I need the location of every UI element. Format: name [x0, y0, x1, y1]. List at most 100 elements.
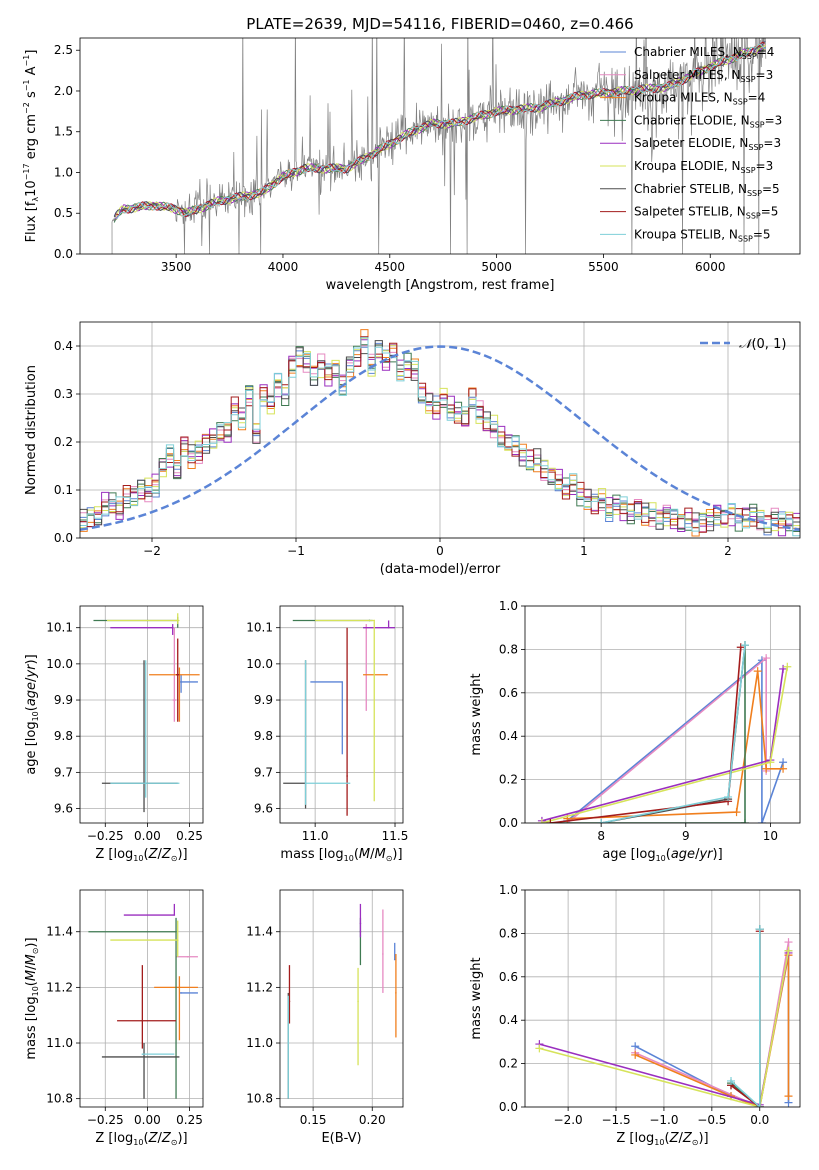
- y-tick-label: 10.8: [246, 1092, 273, 1106]
- errorbar-kroupa-stelib: [287, 995, 290, 1099]
- model-spectrum-salpeter-stelib: [115, 41, 766, 218]
- y-tick-label: 1.0: [499, 883, 518, 897]
- series-salpeter-stelib: [546, 643, 745, 823]
- legend-label: 𝒩(0, 1): [739, 337, 786, 352]
- legend-label: Chabrier MILES, NSSP=4: [634, 45, 774, 61]
- x-tick-label: −0.5: [697, 1113, 726, 1127]
- y-tick-label: 9.9: [254, 693, 273, 707]
- errorbar-kroupa-elodie: [357, 967, 359, 1066]
- data-point: [393, 958, 396, 961]
- axes-frame: [79, 37, 801, 255]
- errorbar-kroupa-stelib: [304, 660, 351, 805]
- series-line: [634, 954, 790, 1107]
- y-tick-label: 9.8: [54, 729, 73, 743]
- y-tick-label: 0.4: [499, 729, 518, 743]
- legend-label: Chabrier ELODIE, NSSP=3: [634, 113, 782, 129]
- x-tick-label: 0: [436, 544, 444, 558]
- x-tick-label: 0.25: [176, 1113, 203, 1127]
- y-tick-label: 1.0: [54, 165, 73, 179]
- y-tick-label: 0.4: [54, 339, 73, 353]
- x-tick-label: −1.5: [601, 1113, 630, 1127]
- plus-marker: [535, 1044, 544, 1053]
- x-tick-label: 4500: [375, 260, 406, 274]
- y-tick-label: 9.7: [254, 765, 273, 779]
- model-spectrum-salpeter-miles: [115, 42, 766, 218]
- y-tick-label: 11.0: [246, 1036, 273, 1050]
- model-spectrum-kroupa-stelib: [115, 43, 766, 220]
- x-tick-label: 0.00: [134, 1113, 161, 1127]
- errorbar-salpeter-miles: [365, 624, 368, 711]
- y-tick-label: 11.2: [46, 980, 73, 994]
- data-point: [180, 992, 182, 994]
- x-axis-label: Z [log10(Z/Z⊙)]: [95, 847, 187, 863]
- data-point: [176, 619, 179, 622]
- x-tick-label: −0.25: [87, 1113, 124, 1127]
- plot-area: [535, 925, 793, 1107]
- errorbar-kroupa-elodie: [315, 619, 376, 802]
- data-point: [288, 1000, 291, 1003]
- plot-area: [93, 613, 200, 813]
- y-tick-label: 0.6: [499, 970, 518, 984]
- x-tick-label: 1: [580, 544, 588, 558]
- x-tick-label: −1.0: [649, 1113, 678, 1127]
- data-point: [387, 626, 390, 629]
- data-point: [173, 699, 176, 701]
- plus-marker: [784, 938, 793, 947]
- errorbar-kroupa-elodie: [106, 613, 180, 625]
- data-point: [180, 681, 182, 683]
- x-axis-label: Z [log10(Z/Z⊙)]: [616, 1131, 708, 1147]
- y-tick-label: 0.8: [499, 642, 518, 656]
- errorbar-salpeter-stelib: [288, 965, 291, 1024]
- axes-frame: [524, 889, 801, 1108]
- errorbar-kroupa-stelib: [141, 1053, 175, 1055]
- plus-marker: [766, 758, 775, 767]
- x-tick-label: 8: [597, 829, 605, 843]
- data-point: [187, 955, 189, 958]
- series-line: [541, 666, 789, 823]
- normal-curve: [80, 345, 800, 531]
- y-tick-label: 0.2: [54, 435, 73, 449]
- x-tick-label: 6000: [695, 260, 726, 274]
- y-tick-label: 10.0: [46, 657, 73, 671]
- panel-spectrum: 3500 4000 4500 5000 5500 6000 0.0 0.5 1.0 1.5 2.0 2…: [22, 37, 801, 293]
- errorbar-salpeter-stelib: [176, 638, 180, 722]
- series-kroupa-miles: [563, 667, 788, 823]
- y-tick-label: 0.0: [499, 1100, 518, 1114]
- series-line: [730, 929, 761, 1107]
- x-axis-label: (data-model)/error: [380, 562, 501, 577]
- y-axis-label: mass weight: [469, 673, 484, 755]
- errorbar-chabrier-miles: [310, 681, 344, 755]
- errorbar-chabrier-miles: [179, 674, 198, 693]
- y-tick-label: 11.4: [246, 925, 273, 939]
- y-tick-label: 11.4: [46, 925, 73, 939]
- data-point: [171, 626, 174, 629]
- y-tick-label: 9.6: [254, 802, 273, 816]
- plus-marker: [724, 792, 733, 801]
- data-point: [173, 914, 176, 916]
- y-tick-label: 0.0: [499, 816, 518, 830]
- series-line: [566, 658, 784, 823]
- x-tick-label: 11.5: [382, 829, 409, 843]
- data-point: [143, 1056, 145, 1058]
- x-tick-label: 9: [682, 829, 690, 843]
- errorbar-chabrier-stelib: [283, 660, 307, 809]
- y-tick-label: 0.1: [54, 483, 73, 497]
- errorbar-salpeter-miles: [176, 955, 198, 958]
- plus-marker: [537, 819, 546, 823]
- y-tick-label: 11.0: [46, 1036, 73, 1050]
- plus-marker: [753, 667, 762, 676]
- axes-frame: [524, 605, 801, 824]
- x-tick-label: −2.0: [554, 1113, 583, 1127]
- axes-frame: [79, 605, 204, 824]
- series-salpeter-miles: [563, 654, 771, 823]
- y-tick-label: 0.2: [499, 1057, 518, 1071]
- data-point: [304, 782, 307, 785]
- series-line: [730, 929, 761, 1107]
- x-tick-label: 0.15: [300, 1113, 327, 1127]
- data-point: [287, 1042, 290, 1044]
- x-tick-label: 2: [724, 544, 732, 558]
- histogram-salpeter-stelib: [80, 336, 800, 533]
- data-point: [357, 1000, 359, 1003]
- plus-marker: [784, 1092, 793, 1101]
- spectrum-legend: Chabrier MILES, NSSP=4 Salpeter MILES, NS…: [600, 45, 782, 243]
